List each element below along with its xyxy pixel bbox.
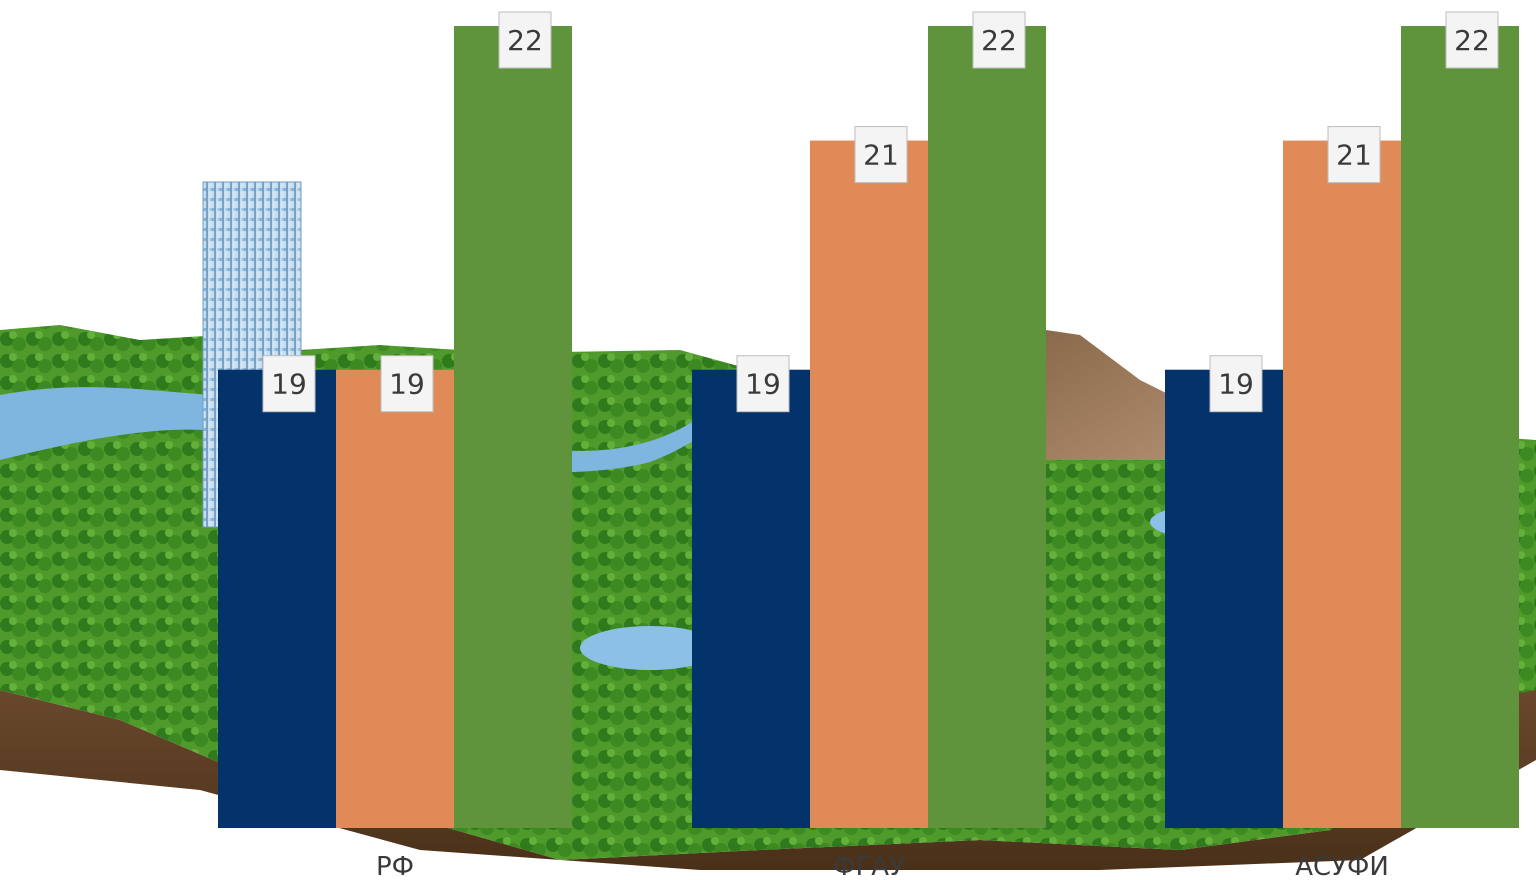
bar-РФ-series2 [336, 369, 454, 828]
data-label-box [1445, 11, 1499, 69]
bar-АСУФИ-series2 [1283, 140, 1401, 829]
bar-РФ-series1 [218, 369, 336, 828]
bar-РФ-series3 [454, 26, 572, 828]
data-label-box [380, 355, 434, 413]
category-label-3: АСУФИ [1295, 852, 1389, 880]
data-label-АСУФИ-series1: 19 [1218, 368, 1254, 401]
data-label-ФГАУ-series3: 22 [981, 24, 1017, 57]
data-label-ФГАУ-series1: 19 [745, 368, 781, 401]
category-label-2: ФГАУ [833, 852, 905, 880]
category-label-1: РФ [376, 852, 414, 880]
data-label-РФ-series2: 19 [389, 368, 425, 401]
bar-АСУФИ-series1 [1165, 369, 1283, 828]
data-label-АСУФИ-series3: 22 [1454, 24, 1490, 57]
data-label-box [972, 11, 1026, 69]
bar-АСУФИ-series3 [1401, 26, 1519, 828]
data-label-box [1327, 126, 1381, 184]
data-label-РФ-series1: 19 [271, 368, 307, 401]
lake-left [580, 626, 720, 670]
data-label-box [854, 126, 908, 184]
bar-ФГАУ-series2 [810, 140, 928, 829]
data-label-ФГАУ-series2: 21 [863, 139, 899, 172]
bar-ФГАУ-series1 [692, 369, 810, 828]
data-label-group: 19 19 22 19 21 22 19 21 22 [262, 11, 1499, 413]
data-label-box [262, 355, 316, 413]
category-label-group: РФ ФГАУ АСУФИ [376, 852, 1389, 880]
data-label-box [1209, 355, 1263, 413]
data-label-box [498, 11, 552, 69]
data-label-АСУФИ-series2: 21 [1336, 139, 1372, 172]
river [0, 379, 770, 473]
data-label-box [736, 355, 790, 413]
bar-series-group [218, 26, 1519, 829]
data-label-РФ-series3: 22 [507, 24, 543, 57]
bar-ФГАУ-series3 [928, 26, 1046, 828]
